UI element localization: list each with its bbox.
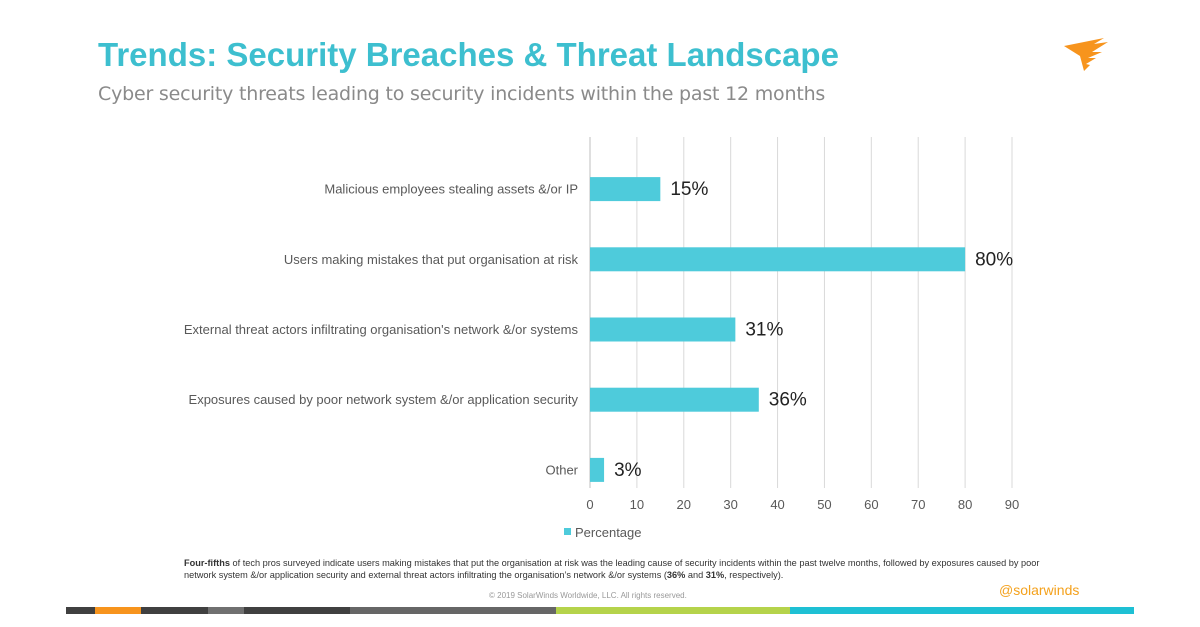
note-text: , respectively). xyxy=(724,570,784,580)
bar xyxy=(590,457,605,482)
category-label: External threat actors infiltrating orga… xyxy=(184,322,579,337)
x-tick-label: 60 xyxy=(864,497,878,512)
copyright: © 2019 SolarWinds Worldwide, LLC. All ri… xyxy=(489,591,687,600)
x-tick-label: 20 xyxy=(677,497,691,512)
x-tick-label: 30 xyxy=(723,497,737,512)
twitter-handle[interactable]: @solarwinds xyxy=(999,582,1080,598)
data-label: 15% xyxy=(670,179,708,200)
note-bold-36: 36% xyxy=(666,570,686,580)
x-tick-label: 80 xyxy=(958,497,972,512)
footnote: Four-fifths of tech pros surveyed indica… xyxy=(184,557,1044,581)
legend-swatch xyxy=(564,528,571,535)
note-bold: Four-fifths xyxy=(184,558,230,568)
x-tick-label: 70 xyxy=(911,497,925,512)
category-label: Other xyxy=(545,462,578,477)
note-bold-31: 31% xyxy=(705,570,725,580)
x-tick-label: 10 xyxy=(630,497,644,512)
page-subtitle: Cyber security threats leading to securi… xyxy=(98,83,826,105)
data-label: 31% xyxy=(745,320,783,341)
solarwinds-logo-icon xyxy=(1064,38,1108,71)
bar xyxy=(590,247,966,272)
x-tick-label: 0 xyxy=(586,497,593,512)
legend-label: Percentage xyxy=(575,525,642,540)
category-label: Exposures caused by poor network system … xyxy=(189,392,579,407)
bar xyxy=(590,317,736,342)
page-title: Trends: Security Breaches & Threat Lands… xyxy=(98,36,839,73)
x-tick-label: 40 xyxy=(770,497,784,512)
bar xyxy=(590,387,759,412)
bar-chart: 0 10 20 30 40 50 60 70 80 90 Malicious employees s… xyxy=(184,137,1019,540)
bar xyxy=(590,177,661,202)
note-text: and xyxy=(685,570,706,580)
data-label: 3% xyxy=(614,460,642,481)
data-label: 36% xyxy=(769,390,807,411)
x-tick-label: 50 xyxy=(817,497,831,512)
x-tick-label: 90 xyxy=(1005,497,1019,512)
category-label: Users making mistakes that put organisat… xyxy=(284,252,579,267)
note-text: of tech pros surveyed indicate users mak… xyxy=(184,558,1040,580)
category-label: Malicious employees stealing assets &/or… xyxy=(324,182,578,197)
data-label: 80% xyxy=(975,249,1013,270)
